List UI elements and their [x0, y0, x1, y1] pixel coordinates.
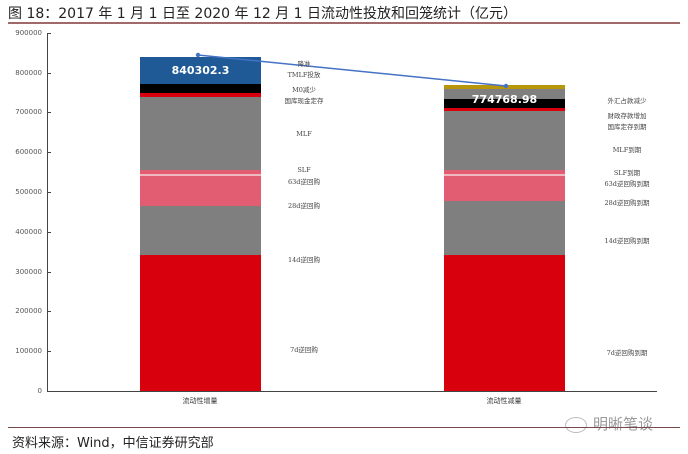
- y-tick: [47, 112, 51, 113]
- segment-label: 国库定存到期: [607, 123, 647, 131]
- y-tick: [47, 73, 51, 74]
- segment-label: TMLF投放: [287, 71, 321, 79]
- segment-label: 7d逆回购到期: [606, 349, 648, 357]
- segment-treasury-deposit: [140, 93, 261, 97]
- source-note: 资料来源：Wind，中信证券研究部: [12, 436, 214, 451]
- y-tick-label: 700000: [15, 108, 42, 116]
- segment-label: SLF到期: [613, 169, 641, 177]
- segment-label: 降准: [297, 60, 311, 68]
- title-divider: [8, 22, 680, 24]
- y-tick: [47, 192, 51, 193]
- segment-label: 7d逆回购: [290, 346, 318, 354]
- y-tick-label: 900000: [15, 29, 42, 37]
- segment-slf-maturity: [444, 170, 565, 174]
- segment-other: [444, 89, 565, 99]
- y-tick-label: 200000: [15, 307, 42, 315]
- y-tick-label: 400000: [15, 228, 42, 236]
- segment-63d-maturity: [444, 174, 565, 176]
- watermark-text: 明晰笔谈: [593, 415, 654, 433]
- y-tick-label: 300000: [15, 268, 42, 276]
- segment-63d: [140, 174, 261, 176]
- category-label: 流动性增量: [182, 397, 218, 405]
- y-axis: [47, 33, 48, 391]
- segment-28d-maturity: [444, 176, 565, 201]
- segment-label: 14d逆回购到期: [604, 237, 650, 245]
- x-axis: [47, 391, 657, 392]
- segment-label: MLF到期: [612, 146, 642, 154]
- y-tick: [47, 33, 51, 34]
- bar-liquidity-increase: 840302.3: [140, 57, 261, 391]
- segment-label: M0减少: [292, 86, 316, 94]
- segment-treasury-maturity: [444, 108, 565, 111]
- segment-rrr-cut: [140, 57, 261, 84]
- y-tick-label: 600000: [15, 148, 42, 156]
- segment-mlf-maturity: [444, 111, 565, 170]
- total-label: 774768.98: [471, 93, 538, 106]
- chart-title: 图 18：2017 年 1 月 1 日至 2020 年 12 月 1 日流动性投…: [8, 6, 518, 22]
- segment-fiscal-deposit: [444, 99, 565, 108]
- segment-14d: [140, 206, 261, 255]
- y-tick: [47, 272, 51, 273]
- segment-14d-maturity: [444, 201, 565, 255]
- segment-slf: [140, 170, 261, 174]
- segment-m0-decrease: [140, 84, 261, 93]
- source-divider: [8, 427, 680, 428]
- segment-label: 14d逆回购: [288, 256, 320, 264]
- segment-label: SLF: [297, 166, 311, 174]
- category-label: 流动性减量: [486, 397, 522, 405]
- y-tick: [47, 311, 51, 312]
- segment-label: 28d逆回购到期: [604, 199, 650, 207]
- segment-label: 外汇占款减少: [607, 97, 647, 105]
- segment-label: MLF: [296, 130, 312, 138]
- y-tick-label: 100000: [15, 347, 42, 355]
- y-tick: [47, 232, 51, 233]
- segment-7d: [140, 255, 261, 391]
- watermark: 明晰笔谈: [565, 413, 653, 434]
- segment-label: 国库现金定存: [284, 97, 324, 105]
- wechat-icon: [565, 416, 587, 433]
- segment-label: 63d逆回购: [288, 178, 320, 186]
- y-tick-label: 500000: [15, 188, 42, 196]
- bar-liquidity-decrease: 774768.98: [444, 85, 565, 391]
- total-label: 840302.3: [171, 64, 230, 77]
- y-tick: [47, 351, 51, 352]
- segment-7d-maturity: [444, 255, 565, 391]
- y-tick: [47, 152, 51, 153]
- segment-28d: [140, 176, 261, 206]
- segment-label: 63d逆回购到期: [604, 180, 650, 188]
- segment-label: 财政存款增加: [607, 112, 647, 120]
- y-tick-label: 0: [37, 387, 42, 395]
- y-tick-label: 800000: [15, 69, 42, 77]
- segment-mlf: [140, 97, 261, 170]
- segment-label: 28d逆回购: [288, 202, 320, 210]
